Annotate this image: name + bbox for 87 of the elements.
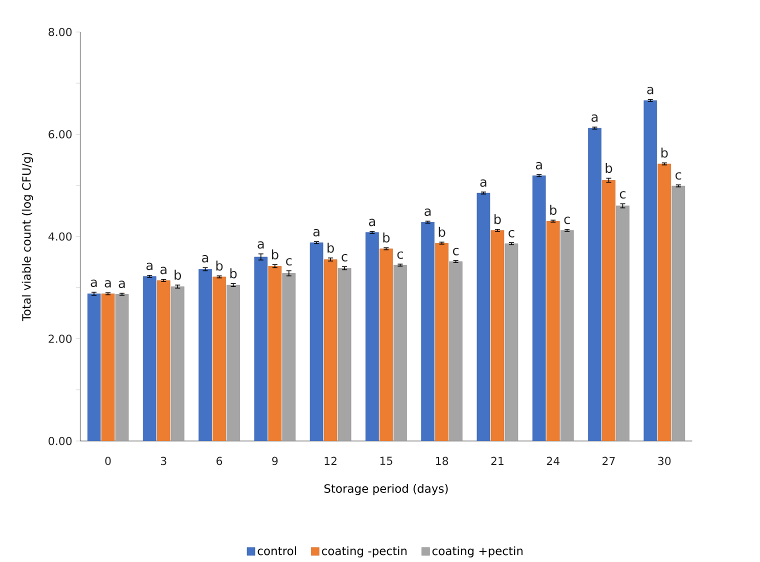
- legend-label: control: [258, 546, 296, 556]
- data-label: b: [383, 232, 390, 243]
- y-tick-label: 4.00: [48, 232, 72, 241]
- bar: [156, 280, 170, 441]
- bar: [87, 294, 101, 441]
- bar: [672, 186, 686, 441]
- bar: [268, 266, 282, 441]
- y-tick-label: 8.00: [48, 28, 72, 36]
- data-label: c: [342, 254, 348, 262]
- data-label: c: [452, 248, 459, 256]
- bar: [644, 100, 658, 441]
- x-tick-label: 6: [216, 456, 222, 466]
- bar: [198, 269, 212, 441]
- data-label: b: [550, 204, 557, 215]
- data-label: a: [313, 228, 320, 236]
- data-label: b: [272, 249, 278, 260]
- bar: [324, 259, 338, 441]
- data-label: b: [438, 226, 446, 237]
- bar: [560, 230, 574, 441]
- data-label: a: [160, 266, 166, 274]
- data-label: a: [424, 208, 431, 216]
- bar: [449, 261, 462, 441]
- x-tick-label: 30: [658, 456, 671, 466]
- bar: [282, 273, 296, 441]
- y-tick-label: 0.00: [48, 436, 72, 446]
- data-label: a: [592, 114, 598, 122]
- bar: [226, 284, 240, 441]
- data-label: a: [90, 280, 97, 288]
- bar: [616, 206, 630, 441]
- x-tick-label: 3: [160, 456, 166, 466]
- y-tick-label: 6.00: [48, 130, 72, 138]
- x-tick-label: 27: [602, 456, 615, 465]
- data-label: b: [230, 268, 237, 278]
- bar: [504, 244, 518, 441]
- bar: [602, 180, 616, 441]
- bar: [532, 176, 546, 441]
- bar: [254, 256, 268, 441]
- data-label: b: [606, 162, 612, 174]
- data-label: a: [202, 255, 208, 262]
- bar: [546, 221, 560, 441]
- bar: [212, 276, 226, 441]
- x-axis-title: Storage period (days): [324, 484, 448, 496]
- data-label: a: [647, 86, 654, 94]
- data-label: a: [118, 280, 125, 288]
- legend-label: coating +pectin: [432, 546, 523, 558]
- bar: [310, 242, 324, 441]
- x-tick-label: 9: [272, 456, 278, 466]
- data-label: c: [508, 230, 514, 238]
- data-label: a: [480, 179, 486, 187]
- bar: [338, 268, 352, 441]
- data-label: b: [328, 242, 334, 253]
- data-label: a: [104, 280, 111, 288]
- bar: [421, 222, 434, 441]
- bar: [476, 192, 490, 441]
- legend-label: coating -pectin: [322, 546, 407, 558]
- data-label: a: [146, 262, 152, 270]
- bar: [490, 230, 504, 441]
- data-label: c: [620, 191, 626, 199]
- bar: [588, 128, 602, 441]
- data-label: a: [536, 162, 542, 170]
- data-label: c: [397, 251, 403, 259]
- data-label: b: [661, 148, 668, 158]
- bar: [366, 232, 379, 441]
- data-label: b: [216, 260, 223, 271]
- data-label: b: [494, 214, 501, 224]
- data-label: c: [676, 172, 682, 180]
- y-axis-title: Total viable count (log CFU/g): [22, 152, 34, 322]
- data-label: c: [286, 258, 292, 266]
- x-tick-label: 24: [546, 456, 560, 465]
- x-tick-label: 0: [105, 456, 111, 466]
- bar: [435, 242, 448, 441]
- bar: [394, 264, 407, 441]
- bar: [658, 164, 672, 441]
- bar: [101, 294, 115, 441]
- y-tick-label: 2.00: [48, 334, 72, 343]
- bar: [142, 276, 156, 441]
- x-tick-label: 18: [436, 456, 448, 466]
- bar: [115, 294, 129, 441]
- data-label: b: [174, 270, 182, 280]
- bar: [170, 286, 184, 441]
- x-tick-label: 21: [491, 456, 504, 465]
- data-label: a: [368, 218, 375, 226]
- data-label: a: [258, 241, 264, 249]
- x-tick-label: 12: [324, 456, 336, 465]
- bar: [380, 248, 393, 441]
- data-label: c: [564, 216, 570, 224]
- x-tick-label: 15: [380, 456, 392, 465]
